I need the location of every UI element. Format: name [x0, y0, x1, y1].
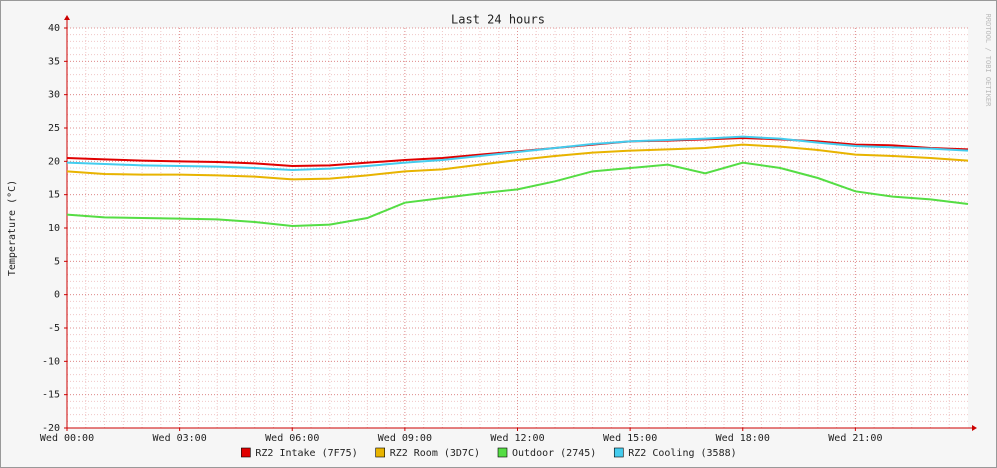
- axis-arrow: [972, 425, 977, 431]
- axis-arrow: [64, 15, 70, 20]
- y-tick-label: 5: [54, 256, 60, 267]
- series-line: [66, 161, 969, 228]
- y-axis-label: Temperature (°C): [7, 180, 18, 276]
- series-line: [66, 135, 969, 172]
- legend-swatch: [497, 447, 508, 458]
- legend-label: RZ2 Cooling (3588): [628, 448, 736, 459]
- series-line: [66, 143, 969, 181]
- y-tick-label: -15: [42, 390, 60, 401]
- y-tick-label: 30: [48, 90, 60, 101]
- x-tick-label: Wed 00:00: [40, 433, 94, 444]
- x-tick-label: Wed 21:00: [828, 433, 882, 444]
- x-tick-label: Wed 06:00: [265, 433, 319, 444]
- legend-swatch: [375, 447, 386, 458]
- legend-label: RZ2 Intake (7F75): [255, 448, 357, 459]
- legend-swatch: [613, 447, 624, 458]
- y-tick-label: 25: [48, 123, 60, 134]
- chart-title: Last 24 hours: [451, 13, 545, 27]
- legend-label: RZ2 Room (3D7C): [390, 448, 480, 459]
- y-tick-label: 0: [54, 290, 60, 301]
- y-tick-label: 20: [48, 156, 60, 167]
- y-tick-label: 40: [48, 23, 60, 34]
- x-tick-label: Wed 12:00: [490, 433, 544, 444]
- y-tick-label: 35: [48, 56, 60, 67]
- y-tick-label: 10: [48, 223, 60, 234]
- y-tick-label: 15: [48, 190, 60, 201]
- y-tick-label: -10: [42, 356, 60, 367]
- y-tick-label: -20: [42, 423, 60, 434]
- x-tick-label: Wed 18:00: [716, 433, 770, 444]
- x-tick-label: Wed 15:00: [603, 433, 657, 444]
- x-tick-label: Wed 09:00: [378, 433, 432, 444]
- watermark: RRDTOOL / TOBI OETIKER: [984, 14, 992, 108]
- legend-label: Outdoor (2745): [512, 448, 596, 459]
- y-tick-label: -5: [48, 323, 60, 334]
- x-tick-label: Wed 03:00: [153, 433, 207, 444]
- legend-swatch: [241, 447, 251, 458]
